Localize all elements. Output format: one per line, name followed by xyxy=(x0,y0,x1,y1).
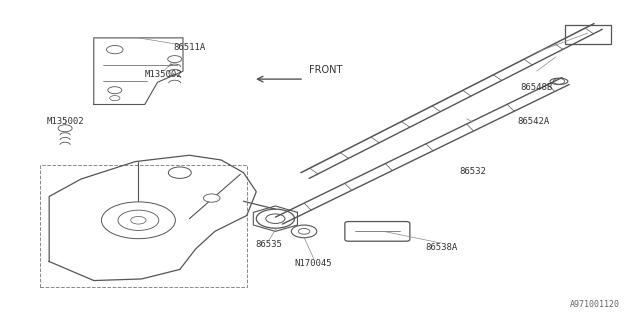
Circle shape xyxy=(109,96,120,101)
Ellipse shape xyxy=(550,78,568,84)
Circle shape xyxy=(101,202,175,239)
Text: FRONT: FRONT xyxy=(308,65,342,75)
Circle shape xyxy=(168,56,182,63)
FancyBboxPatch shape xyxy=(345,221,410,241)
Circle shape xyxy=(106,45,123,54)
Circle shape xyxy=(168,167,191,178)
Text: N170045: N170045 xyxy=(295,259,332,268)
Circle shape xyxy=(131,216,146,224)
Text: 86535: 86535 xyxy=(255,240,282,249)
Text: M135002: M135002 xyxy=(145,70,182,79)
Text: 86538A: 86538A xyxy=(425,243,457,252)
Text: 86548B: 86548B xyxy=(520,83,553,92)
Text: 86532: 86532 xyxy=(460,167,486,176)
Circle shape xyxy=(298,228,310,234)
Bar xyxy=(40,165,246,287)
Circle shape xyxy=(204,194,220,202)
Circle shape xyxy=(291,225,317,238)
Polygon shape xyxy=(49,155,256,281)
Text: 86511A: 86511A xyxy=(173,43,205,52)
Circle shape xyxy=(118,210,159,230)
Circle shape xyxy=(553,78,564,84)
Text: 86542A: 86542A xyxy=(517,117,550,126)
Circle shape xyxy=(58,125,72,132)
Circle shape xyxy=(266,214,285,223)
Polygon shape xyxy=(94,38,183,105)
Circle shape xyxy=(108,87,122,94)
Text: M135002: M135002 xyxy=(46,117,84,126)
Bar xyxy=(565,25,611,44)
Text: A971001120: A971001120 xyxy=(570,300,620,309)
Circle shape xyxy=(256,209,294,228)
